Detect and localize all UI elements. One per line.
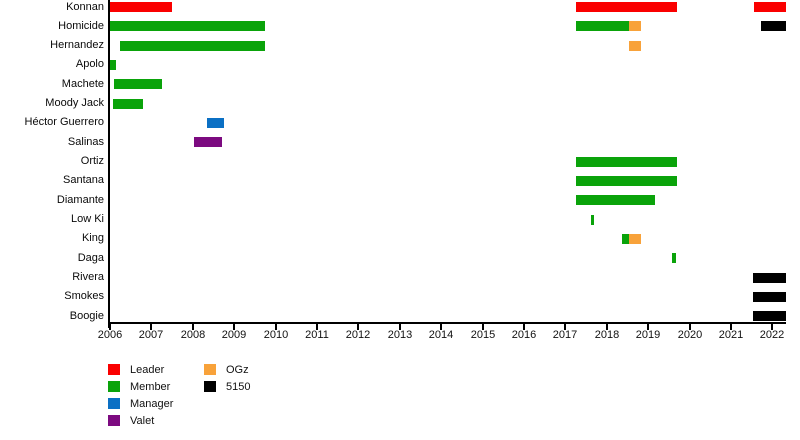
row-label-santana: Santana: [63, 174, 104, 186]
axis-tick-2017: [564, 324, 566, 330]
timeline-bar-diamante-member: [576, 195, 655, 205]
axis-tick-label-2021: 2021: [718, 329, 744, 341]
timeline-bar-daga-member: [672, 253, 676, 263]
row-label-salinas: Salinas: [67, 136, 104, 148]
row-label-diamante: Diamante: [56, 194, 104, 206]
timeline-bar-konnan-leader: [110, 2, 172, 12]
legend-swatch-leader: [108, 364, 120, 375]
row-label-apolo: Apolo: [75, 58, 104, 70]
axis-tick-label-2018: 2018: [594, 329, 620, 341]
row-label-daga: Daga: [77, 252, 104, 264]
axis-tick-label-2008: 2008: [180, 329, 206, 341]
axis-tick-2015: [482, 324, 484, 330]
y-axis-line: [108, 0, 110, 328]
row-label-rivera: Rivera: [72, 271, 104, 283]
timeline-bar-homicide-member: [576, 21, 629, 31]
axis-tick-label-2022: 2022: [759, 329, 785, 341]
axis-tick-2014: [440, 324, 442, 330]
timeline-bar-salinas-valet: [194, 137, 222, 147]
axis-tick-2007: [150, 324, 152, 330]
legend-swatch-ogz: [204, 364, 216, 375]
timeline-bar-king-member: [622, 234, 629, 244]
axis-tick-label-2014: 2014: [428, 329, 454, 341]
axis-tick-label-2011: 2011: [305, 329, 329, 341]
axis-tick-2020: [689, 324, 691, 330]
axis-tick-label-2009: 2009: [221, 329, 247, 341]
axis-tick-2011: [316, 324, 318, 330]
axis-tick-label-2019: 2019: [635, 329, 661, 341]
timeline-bar-homicide-member: [110, 21, 265, 31]
row-label-hernandez: Hernandez: [50, 39, 104, 51]
axis-tick-label-2012: 2012: [345, 329, 371, 341]
axis-tick-label-2020: 2020: [677, 329, 703, 341]
row-label-low-ki: Low Ki: [70, 213, 104, 225]
timeline-bar-konnan-leader: [754, 2, 786, 12]
timeline-bar-smokes-5150: [753, 292, 786, 302]
axis-tick-label-2010: 2010: [263, 329, 289, 341]
timeline-bar-santana-member: [576, 176, 677, 186]
legend-swatch-manager: [108, 398, 120, 409]
axis-tick-2022: [771, 324, 773, 330]
row-label-hector-guerrero: Héctor Guerrero: [24, 116, 104, 128]
timeline-bar-moody-jack-member: [113, 99, 143, 109]
axis-tick-2006: [109, 324, 111, 330]
legend-label-member: Member: [130, 381, 171, 393]
row-label-homicide: Homicide: [58, 20, 104, 32]
timeline-bar-rivera-5150: [753, 273, 786, 283]
timeline-bar-ortiz-member: [576, 157, 677, 167]
axis-tick-label-2006: 2006: [97, 329, 123, 341]
row-label-konnan: Konnan: [66, 1, 104, 13]
row-label-boogie: Boogie: [69, 310, 104, 322]
axis-tick-2019: [647, 324, 649, 330]
axis-tick-label-2007: 2007: [138, 329, 164, 341]
row-label-machete: Machete: [61, 78, 104, 90]
timeline-bar-homicide-ogz: [629, 21, 641, 31]
legend-swatch-valet: [108, 415, 120, 426]
axis-tick-label-2013: 2013: [387, 329, 413, 341]
timeline-bar-hector-guerrero-manager: [207, 118, 224, 128]
legend-label-leader: Leader: [130, 364, 165, 376]
timeline-bar-hernandez-member: [120, 41, 265, 51]
row-label-smokes: Smokes: [64, 290, 104, 302]
legend-label-valet: Valet: [130, 415, 155, 427]
x-axis-line: [108, 322, 786, 324]
legend-swatch-5150: [204, 381, 216, 392]
axis-tick-2009: [233, 324, 235, 330]
row-label-king: King: [81, 232, 104, 244]
axis-tick-2010: [275, 324, 277, 330]
timeline-bar-low-ki-member: [591, 215, 594, 225]
legend-label-ogz: OGz: [226, 364, 249, 376]
axis-tick-label-2016: 2016: [511, 329, 537, 341]
legend-label-5150: 5150: [226, 381, 251, 393]
timeline-bar-apolo-member: [110, 60, 116, 70]
timeline-bar-homicide-5150: [761, 21, 786, 31]
axis-tick-2016: [523, 324, 525, 330]
row-label-ortiz: Ortiz: [80, 155, 104, 167]
timeline-bar-hernandez-ogz: [629, 41, 641, 51]
axis-tick-label-2017: 2017: [552, 329, 578, 341]
axis-tick-2021: [730, 324, 732, 330]
timeline-bar-boogie-5150: [753, 311, 786, 321]
axis-tick-label-2015: 2015: [470, 329, 496, 341]
row-label-moody-jack: Moody Jack: [45, 97, 104, 109]
axis-tick-2008: [192, 324, 194, 330]
timeline-bar-king-ogz: [629, 234, 641, 244]
legend-swatch-member: [108, 381, 120, 392]
axis-tick-2018: [606, 324, 608, 330]
axis-tick-2013: [399, 324, 401, 330]
timeline-bar-konnan-leader: [576, 2, 677, 12]
axis-tick-2012: [357, 324, 359, 330]
legend-label-manager: Manager: [130, 398, 174, 410]
timeline-bar-machete-member: [114, 79, 162, 89]
